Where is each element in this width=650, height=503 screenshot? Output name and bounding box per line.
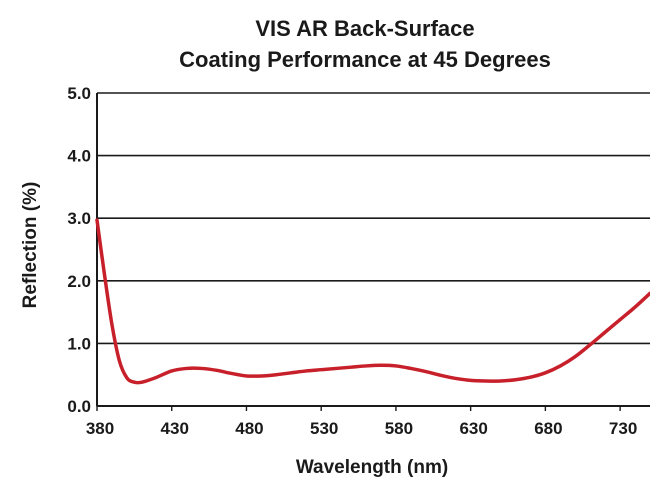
chart-title-line-2: Coating Performance at 45 Degrees	[179, 47, 551, 72]
y-tick-label: 2.0	[67, 272, 91, 291]
series-layer	[95, 218, 650, 385]
x-tick-label: 730	[609, 419, 637, 438]
y-tick-label: 3.0	[67, 209, 91, 228]
chart-title-line-1: VIS AR Back-Surface	[255, 16, 474, 41]
x-tick-label: 680	[534, 419, 562, 438]
x-tick-labels: 380 430 480 530 580 630 680 730	[86, 406, 637, 438]
x-tick-label: 430	[161, 419, 189, 438]
y-tick-labels: 0.0 1.0 2.0 3.0 4.0 5.0	[67, 84, 91, 416]
y-axis-label: Reflection (%)	[20, 182, 41, 309]
x-tick-label: 530	[310, 419, 338, 438]
reflection-series-line	[95, 218, 650, 385]
gridlines	[96, 92, 650, 407]
x-tick-label: 380	[86, 419, 114, 438]
x-axis-label: Wavelength (nm)	[296, 457, 448, 478]
x-tick-label: 580	[385, 419, 413, 438]
y-tick-label: 4.0	[67, 147, 91, 166]
x-tick-label: 630	[459, 419, 487, 438]
x-tick-label: 480	[235, 419, 263, 438]
y-tick-label: 0.0	[67, 397, 91, 416]
y-tick-label: 5.0	[67, 84, 91, 103]
y-tick-label: 1.0	[67, 334, 91, 353]
